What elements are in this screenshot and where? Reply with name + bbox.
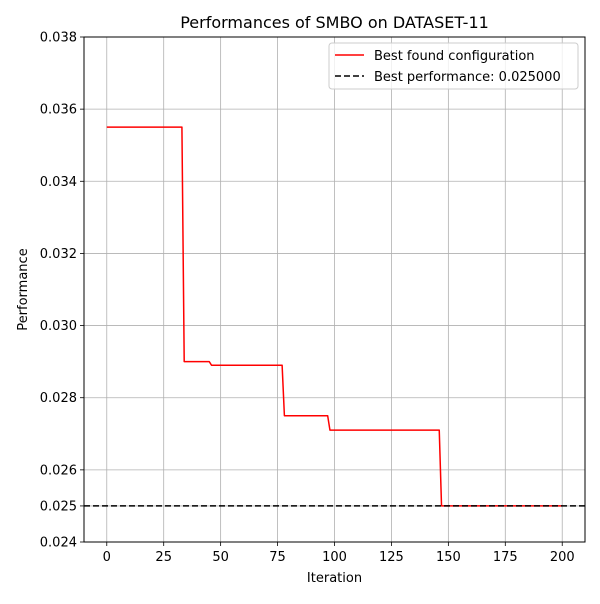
y-tick-label: 0.034 [40, 175, 77, 190]
series-layer [84, 126, 585, 507]
x-tick-label: 25 [155, 550, 172, 565]
legend-label-best-performance: Best performance: 0.025000 [374, 70, 561, 85]
x-tick-label: 175 [493, 550, 518, 565]
x-tick-label: 50 [212, 550, 229, 565]
y-tick-label: 0.026 [40, 463, 77, 478]
ticks: 0 25 50 75 100 125 150 175 200 0.024 0.025 0.026 0.0… [40, 31, 575, 566]
x-tick-label: 0 [103, 550, 111, 565]
y-axis-label: Performance [16, 248, 31, 330]
y-tick-label: 0.036 [40, 103, 77, 118]
legend-label-best-found: Best found configuration [374, 49, 535, 64]
y-tick-label: 0.028 [40, 391, 77, 406]
x-tick-label: 150 [436, 550, 461, 565]
y-tick-label: 0.038 [40, 31, 77, 46]
x-tick-label: 100 [322, 550, 347, 565]
legend: Best found configuration Best performanc… [328, 42, 579, 90]
y-tick-label: 0.032 [40, 247, 77, 262]
legend-box [328, 42, 579, 90]
y-tick-label: 0.030 [40, 319, 77, 334]
x-tick-label: 75 [269, 550, 286, 565]
chart-title: Performances of SMBO on DATASET-11 [180, 13, 489, 32]
x-axis-label: Iteration [307, 571, 362, 586]
y-tick-label: 0.025 [40, 499, 77, 514]
x-tick-label: 200 [550, 550, 575, 565]
y-tick-label: 0.024 [40, 536, 77, 551]
x-tick-label: 125 [379, 550, 404, 565]
series-line-best-found [106, 126, 563, 507]
